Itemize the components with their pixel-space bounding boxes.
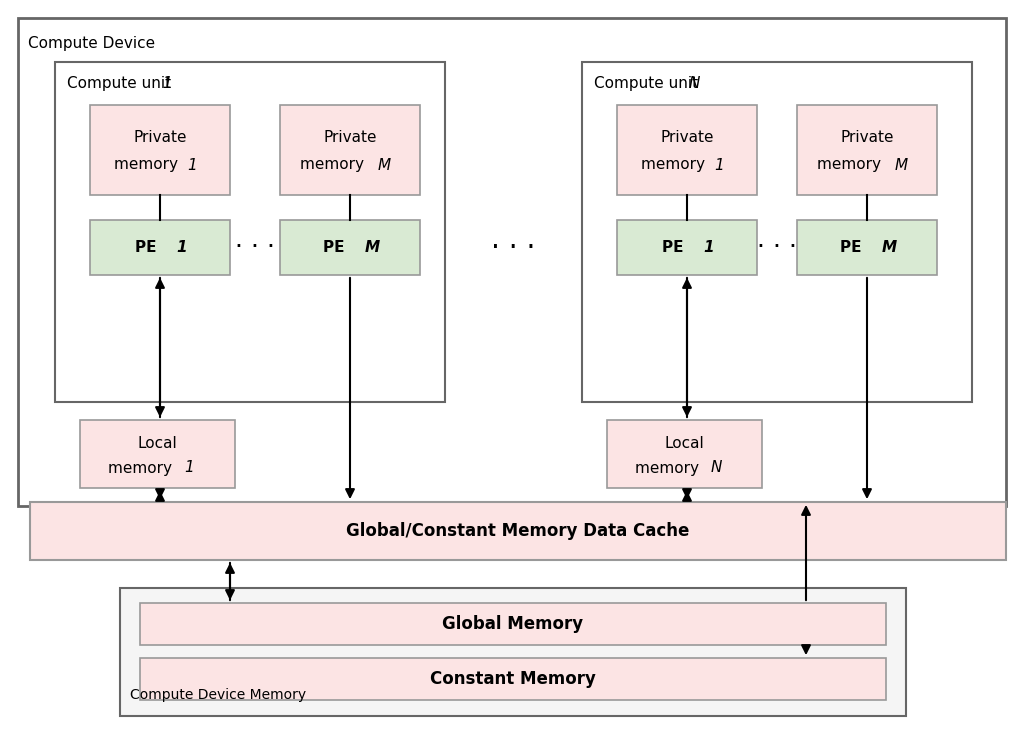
Bar [797, 220, 937, 275]
Bar [90, 105, 230, 195]
Text: 1: 1 [714, 157, 724, 173]
Text: Global/Constant Memory Data Cache: Global/Constant Memory Data Cache [346, 522, 690, 540]
Text: memory: memory [635, 460, 703, 476]
Text: N: N [711, 460, 722, 476]
Text: memory: memory [641, 157, 710, 173]
Text: Compute Device Memory: Compute Device Memory [130, 688, 306, 702]
Text: M: M [894, 157, 907, 173]
Text: memory: memory [114, 157, 182, 173]
Bar [140, 603, 886, 645]
Bar [617, 220, 757, 275]
Text: Local: Local [665, 436, 705, 452]
Text: memory: memory [816, 157, 886, 173]
Text: 1: 1 [703, 240, 715, 255]
Text: Private: Private [660, 130, 714, 144]
Bar [55, 62, 445, 402]
Text: PE: PE [840, 240, 866, 255]
Text: Compute unit: Compute unit [67, 76, 176, 91]
Bar [280, 220, 420, 275]
Text: memory: memory [300, 157, 369, 173]
Text: PE: PE [662, 240, 688, 255]
Bar [90, 220, 230, 275]
Bar [617, 105, 757, 195]
Bar [80, 420, 234, 488]
Text: Private: Private [841, 130, 894, 144]
Text: M: M [378, 157, 390, 173]
Text: memory: memory [109, 460, 177, 476]
Text: · · ·: · · · [234, 236, 275, 260]
Text: Local: Local [137, 436, 177, 452]
Text: Global Memory: Global Memory [442, 615, 584, 633]
Text: Compute Device: Compute Device [28, 36, 155, 51]
Text: M: M [365, 240, 380, 255]
Bar [140, 658, 886, 700]
Text: M: M [882, 240, 897, 255]
Text: · · ·: · · · [757, 236, 797, 260]
Text: PE: PE [134, 240, 162, 255]
Text: 1: 1 [187, 157, 197, 173]
Text: PE: PE [323, 240, 349, 255]
Bar [30, 502, 1006, 560]
Text: N: N [689, 76, 700, 91]
Text: · · ·: · · · [490, 234, 536, 261]
Bar [280, 105, 420, 195]
Text: 1: 1 [177, 240, 187, 255]
Bar [797, 105, 937, 195]
Text: Private: Private [133, 130, 186, 144]
Text: Private: Private [324, 130, 377, 144]
Bar [18, 18, 1006, 506]
Text: Constant Memory: Constant Memory [430, 670, 596, 688]
Bar [120, 588, 906, 716]
Text: 1: 1 [184, 460, 195, 476]
Text: 1: 1 [162, 76, 172, 91]
Text: Compute unit: Compute unit [594, 76, 703, 91]
Bar [607, 420, 762, 488]
Bar [582, 62, 972, 402]
